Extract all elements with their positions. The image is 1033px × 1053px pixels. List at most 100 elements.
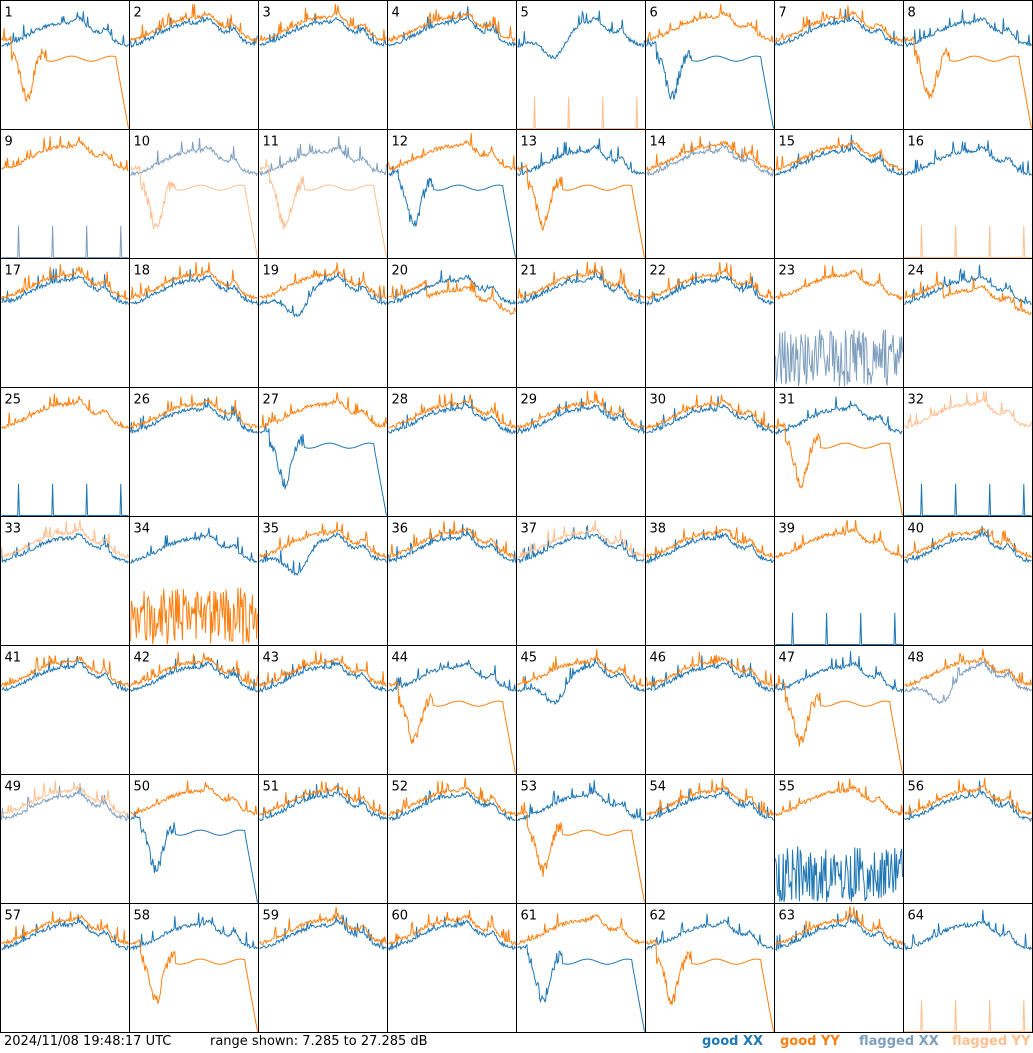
panel-label: 47 xyxy=(779,651,796,666)
xx-series-line xyxy=(775,651,903,694)
panel-frame xyxy=(0,0,130,130)
panel-label: 23 xyxy=(779,264,796,279)
panel-30: 30 xyxy=(645,387,775,517)
panel-15: 15 xyxy=(774,129,904,259)
xx-series-line xyxy=(775,329,903,387)
yy-series-line xyxy=(388,777,516,817)
panel-60: 60 xyxy=(387,903,517,1033)
panel-51: 51 xyxy=(258,774,388,904)
yy-series-line xyxy=(130,262,258,301)
panel-52: 52 xyxy=(387,774,517,904)
panel-43: 43 xyxy=(258,645,388,775)
xx-series-line xyxy=(775,910,903,952)
xx-series-line xyxy=(388,6,516,48)
yy-series-line xyxy=(775,5,903,44)
yy-series-line xyxy=(130,780,258,817)
yy-series-line xyxy=(388,520,516,559)
panel-label: 43 xyxy=(263,651,280,666)
xx-series-line xyxy=(388,789,516,822)
panel-label: 62 xyxy=(650,909,667,924)
xx-series-line xyxy=(904,140,1032,176)
panel-57: 57 xyxy=(0,903,130,1033)
panel-label: 33 xyxy=(5,522,22,537)
panel-label: 26 xyxy=(134,393,151,408)
panel-4: 4 xyxy=(387,0,517,130)
yy-series-line xyxy=(646,3,774,42)
xx-series-line xyxy=(259,136,387,176)
legend-good-yy: good YY xyxy=(780,1034,840,1049)
footer-bar: 2024/11/08 19:48:17 UTC range shown: 7.2… xyxy=(0,1033,1033,1053)
xx-series-line xyxy=(517,264,645,305)
panel-42: 42 xyxy=(129,645,259,775)
panel-label: 4 xyxy=(392,6,400,21)
panel-frame xyxy=(0,387,130,517)
panel-frame xyxy=(258,129,388,259)
panel-label: 32 xyxy=(908,393,925,408)
panel-frame xyxy=(258,0,388,130)
panel-label: 7 xyxy=(779,6,787,21)
xx-series-line xyxy=(904,9,1032,48)
xx-series-line xyxy=(517,524,645,564)
panel-frame xyxy=(516,903,646,1033)
yy-series-line xyxy=(259,781,387,817)
xx-series-line xyxy=(259,423,387,516)
yy-series-line xyxy=(259,159,387,258)
panel-36: 36 xyxy=(387,516,517,646)
panel-label: 40 xyxy=(908,522,925,537)
panel-17: 17 xyxy=(0,258,130,388)
panel-45: 45 xyxy=(516,645,646,775)
xx-series-line xyxy=(646,37,774,129)
panel-frame xyxy=(903,387,1033,517)
panel-54: 54 xyxy=(645,774,775,904)
xx-series-line xyxy=(1,913,129,951)
xx-series-line xyxy=(1,268,129,306)
panel-label: 64 xyxy=(908,909,925,924)
panel-frame xyxy=(774,0,904,130)
panel-frame xyxy=(258,387,388,517)
xx-series-line xyxy=(517,10,645,60)
xx-series-line xyxy=(775,8,903,47)
panel-frame xyxy=(774,129,904,259)
xx-series-line xyxy=(775,846,903,903)
panel-label: 12 xyxy=(392,135,409,150)
yy-series-line xyxy=(130,651,258,688)
panel-13: 13 xyxy=(516,129,646,259)
yy-series-line xyxy=(517,519,645,560)
panel-34: 34 xyxy=(129,516,259,646)
panel-label: 2 xyxy=(134,6,142,21)
panel-frame xyxy=(129,903,259,1033)
panel-label: 28 xyxy=(392,393,409,408)
panel-label: 9 xyxy=(5,135,13,150)
yy-series-line xyxy=(517,261,645,300)
panel-22: 22 xyxy=(645,258,775,388)
xx-series-line xyxy=(259,782,387,822)
xx-series-line xyxy=(904,525,1032,565)
xx-series-line xyxy=(775,612,903,645)
panel-2: 2 xyxy=(129,0,259,130)
panel-47: 47 xyxy=(774,645,904,775)
yy-series-line xyxy=(517,648,645,687)
yy-series-line xyxy=(904,36,1032,129)
xx-series-line xyxy=(388,524,516,564)
panel-20: 20 xyxy=(387,258,517,388)
panel-label: 10 xyxy=(134,135,151,150)
panel-label: 19 xyxy=(263,264,280,279)
panel-label: 55 xyxy=(779,780,796,795)
yy-series-line xyxy=(646,136,774,173)
panel-label: 25 xyxy=(5,393,22,408)
panel-frame xyxy=(387,774,517,904)
panel-10: 10 xyxy=(129,129,259,259)
panel-label: 1 xyxy=(5,6,13,21)
panel-61: 61 xyxy=(516,903,646,1033)
yy-series-line xyxy=(1,519,129,559)
yy-series-line xyxy=(646,777,774,817)
panel-21: 21 xyxy=(516,258,646,388)
panel-frame xyxy=(903,258,1033,388)
panel-label: 59 xyxy=(263,909,280,924)
xx-series-line xyxy=(130,527,258,564)
yy-series-line xyxy=(130,939,258,1032)
panel-5: 5 xyxy=(516,0,646,130)
yy-series-line xyxy=(259,651,387,688)
panel-label: 54 xyxy=(650,780,667,795)
panel-label: 8 xyxy=(908,6,916,21)
